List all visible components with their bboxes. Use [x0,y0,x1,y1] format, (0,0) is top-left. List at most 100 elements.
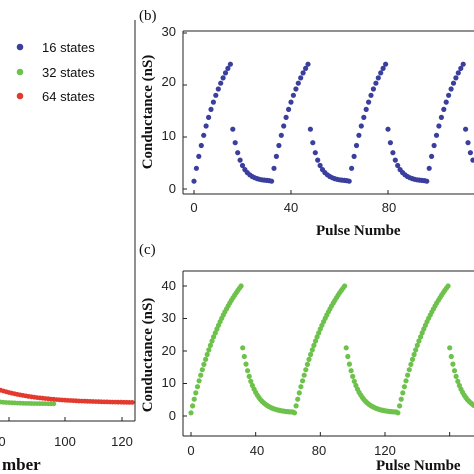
data-point [380,65,386,71]
data-point [351,153,357,159]
data-point [361,114,367,120]
data-point [406,367,412,373]
data-point [314,334,320,340]
data-point [378,70,384,76]
data-point [298,384,304,390]
panel-a-x-tick-120: 120 [111,434,133,449]
data-point-64-states [129,400,135,405]
panel-c: (c) 0 10 20 30 40 0 40 80 120 Conductanc… [139,242,474,474]
data-point [342,283,348,289]
data-point [453,373,459,379]
data-point [368,92,374,98]
data-point [416,338,422,344]
panel-b-y-tick-10: 10 [162,128,176,143]
panel-b-y-axis-label: Conductance (nS) [140,55,156,170]
data-point [212,330,218,336]
data-point [209,338,215,344]
data-point [408,361,414,367]
data-point [470,157,474,163]
data-point [273,153,279,159]
data-point [296,390,302,396]
data-point [295,396,301,402]
data-point [283,114,289,120]
data-point [433,132,440,138]
data-point [431,142,437,149]
data-point [191,178,197,184]
data-point [248,378,254,384]
data-point [303,65,309,71]
data-point [191,396,197,402]
data-point [293,403,299,409]
data-point [305,61,311,67]
data-point [465,140,471,146]
data-point [295,80,301,86]
data-point [317,162,323,169]
data-point [203,356,209,362]
data-point [460,61,466,67]
data-point [398,396,404,402]
panel-c-y-axis-label: Conductance (nS) [140,298,156,413]
data-point [418,334,424,340]
data-point [448,353,454,360]
panel-a-x-axis-label: mber [2,455,41,474]
data-point [400,390,406,396]
data-point [310,140,316,146]
data-point [190,403,196,409]
data-point [208,106,214,112]
data-point [193,165,199,171]
panel-c-y-tick-20: 20 [162,343,176,358]
data-point [366,99,372,105]
panel-c-x-tick-120: 120 [374,443,396,458]
data-point [235,150,241,156]
data-point [370,86,376,92]
data-point [348,368,354,374]
data-point [403,378,409,384]
data-point [414,342,420,348]
data-point [301,372,307,378]
data-point [346,361,352,367]
data-point [311,342,317,348]
data-point [222,70,229,76]
data-point [293,86,299,92]
data-point [188,410,194,416]
panel-c-x-axis-label: Pulse Numbe [376,458,461,474]
data-point [213,92,219,98]
data-point [288,99,294,105]
data-point [363,106,369,112]
data-point [211,334,217,340]
data-point [450,361,456,367]
data-point [239,162,246,169]
data-point [300,378,306,384]
data-point [451,368,458,374]
data-point [303,367,309,373]
data-point [315,157,321,163]
legend-marker-16-states [16,43,24,51]
panel-c-data-points [188,283,474,416]
data-point [230,126,236,132]
data-point [413,347,419,353]
data-point [349,165,355,171]
data-point [455,70,461,76]
panel-a-data-points [0,387,135,407]
data-point [304,361,310,367]
data-point [204,351,210,358]
panel-b-label: (b) [139,8,157,24]
data-point [300,70,306,76]
data-point [281,123,287,129]
data-point [343,345,349,351]
data-point [358,123,364,129]
panel-c-x-tick-40: 40 [250,443,264,458]
data-point [353,142,360,149]
data-point [316,330,322,336]
data-point [232,140,238,146]
data-point [395,410,401,416]
data-point [203,123,209,129]
data-point [373,80,379,86]
data-point [436,123,442,129]
data-point [206,114,212,120]
data-point [215,86,221,92]
data-point [455,378,461,384]
data-point [409,356,416,362]
data-point [446,92,452,98]
data-point [290,92,296,98]
